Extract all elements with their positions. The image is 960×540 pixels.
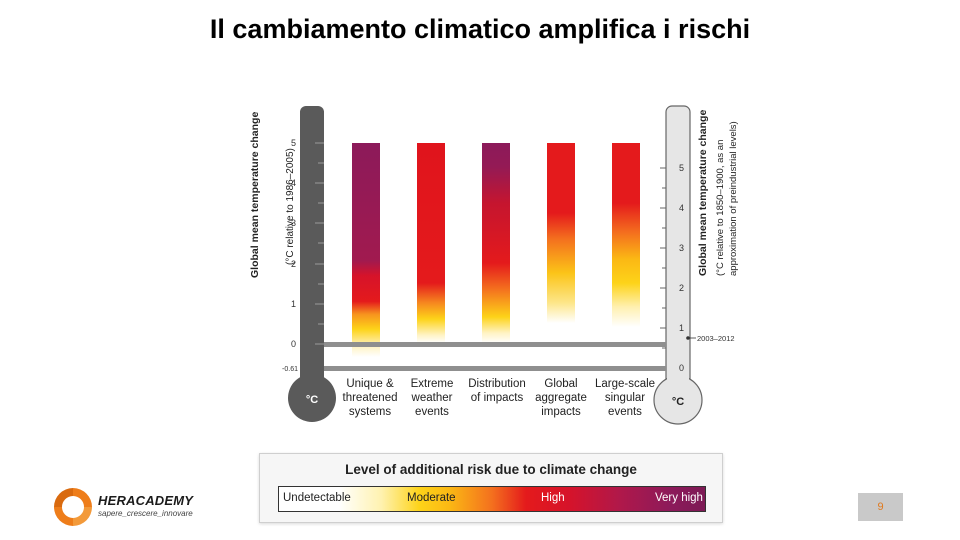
risk-legend: Level of additional risk due to climate … [259,453,723,523]
column-label-singular-1: Large-scale [595,378,655,390]
column-label-distribution-1: Distribution [468,378,526,390]
column-label-extreme-2: weather [411,392,453,404]
column-label-singular-2: singular [605,392,645,404]
risk-column-distribution-impacts [482,143,510,343]
reference-marker-2003-2012: 2003–2012 [686,334,735,343]
left-tick-4: 4 [291,178,296,188]
risk-column-global-aggregate [547,143,575,343]
column-label-extreme-1: Extreme [411,378,454,390]
left-tick-3: 3 [291,218,296,228]
logo-swirl-icon [54,488,92,526]
column-label-unique-3: systems [349,406,391,418]
right-tick-4: 4 [679,203,684,213]
risk-column-singular-events [612,143,640,343]
logo-name: HERACADEMY [98,493,194,508]
left-thermometer: °C [288,106,336,422]
slide-title: Il cambiamento climatico amplifica i ris… [209,14,751,44]
legend-level-very-high: Very high [655,492,703,504]
left-axis-subtitle: (°C relative to 1986–2005) [285,148,296,265]
left-tick-0: 0 [291,339,296,349]
right-axis-subtitle-line2: approximation of preindustrial levels) [728,121,739,276]
right-thermometer: °C [653,105,703,425]
left-tick-2: 2 [291,259,296,269]
right-unit-label: °C [672,396,684,408]
reference-label: 2003–2012 [697,334,735,343]
column-label-distribution-2: of impacts [471,392,524,404]
column-label-extreme-3: events [415,406,449,418]
left-axis-title: Global mean temperature change [249,112,261,278]
heracademy-logo: HERACADEMY sapere_crescere_innovare [50,484,240,532]
left-unit-label: °C [306,394,318,406]
left-tick-1: 1 [291,299,296,309]
legend-title: Level of additional risk due to climate … [345,462,637,477]
legend-gradient-bar: Undetectable Moderate High Very high [278,486,706,512]
zero-line-bar [324,342,666,347]
column-label-global-2: aggregate [535,392,587,404]
right-tick-3: 3 [679,243,684,253]
left-tick-neg061: -0.61 [282,366,298,373]
page-number: 9 [858,493,903,521]
risk-column-extreme-weather [417,143,445,343]
right-tick-0: 0 [679,363,684,373]
right-axis-subtitle-line1: (°C relative to 1850–1900, as an [715,140,726,276]
risk-column-unique-threatened [352,143,380,357]
right-axis-title: Global mean temperature change [697,110,709,276]
logo-tagline: sapere_crescere_innovare [98,509,193,518]
column-label-global-1: Global [544,378,577,390]
column-label-unique-1: Unique & [346,378,394,390]
right-tick-5: 5 [679,163,684,173]
right-tick-2: 2 [679,283,684,293]
column-label-unique-2: threatened [343,392,398,404]
legend-level-high: High [541,492,565,504]
left-tick-5: 5 [291,138,296,148]
baseline-bar [324,366,666,371]
right-tick-1: 1 [679,323,684,333]
column-label-singular-3: events [608,406,642,418]
column-label-global-3: impacts [541,406,581,418]
legend-level-moderate: Moderate [407,492,456,504]
legend-level-undetectable: Undetectable [283,492,351,504]
